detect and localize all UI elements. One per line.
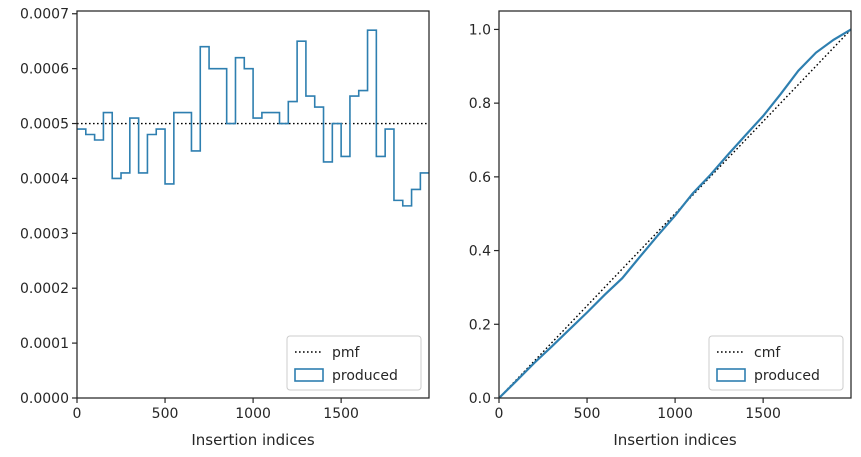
legend-box — [708, 335, 844, 391]
y-tick-label: 1.0 — [469, 22, 491, 38]
y-tick-label: 0.4 — [469, 244, 491, 260]
legend-box — [286, 335, 422, 391]
legend-label-produced: produced — [332, 368, 398, 384]
legend-swatch-produced — [294, 368, 324, 382]
y-tick-label: 0.0005 — [20, 117, 69, 133]
legend: cmf produced — [708, 335, 844, 391]
y-tick-label: 0.0 — [469, 391, 491, 407]
y-tick-label: 0.0004 — [20, 171, 69, 187]
plot-area — [499, 28, 851, 398]
legend-label-produced: produced — [754, 368, 820, 384]
x-tick-label: 500 — [574, 406, 601, 422]
legend-swatch-produced — [716, 368, 746, 382]
x-axis-title: Insertion indices — [191, 431, 314, 449]
legend-label-cmf: cmf — [754, 345, 781, 361]
series-cmf-reference-line — [499, 28, 851, 398]
x-tick-label: 1000 — [235, 406, 271, 422]
series-produced-step — [77, 29, 429, 207]
pmf-panel: 0 500 1000 1500 0.0000 0.0001 0.0002 0.0003 0.00… — [20, 7, 430, 449]
y-tick-label: 0.6 — [469, 170, 491, 186]
x-tick-label: 1500 — [745, 406, 781, 422]
y-tick-label: 0.0002 — [20, 281, 69, 297]
series-produced-line — [499, 28, 851, 398]
y-tick-label: 0.0006 — [20, 62, 69, 78]
x-tick-label: 500 — [152, 406, 179, 422]
y-tick-label: 0.0007 — [20, 7, 69, 23]
y-tick-label: 0.0001 — [20, 336, 69, 352]
legend-label-pmf: pmf — [332, 345, 361, 361]
x-tick-label: 1000 — [657, 406, 693, 422]
y-tick-label: 0.2 — [469, 317, 491, 333]
cmf-panel: 0 500 1000 1500 0.0 0.2 0.4 0.6 0.8 1.0 Insertion … — [469, 10, 852, 449]
y-tick-label: 0.0003 — [20, 226, 69, 242]
x-tick-label: 0 — [495, 406, 504, 422]
plot-area — [77, 29, 429, 207]
x-axis-title: Insertion indices — [613, 431, 736, 449]
x-tick-label: 1500 — [323, 406, 359, 422]
y-tick-label: 0.0000 — [20, 391, 69, 407]
x-tick-label: 0 — [73, 406, 82, 422]
y-tick-label: 0.8 — [469, 96, 491, 112]
legend: pmf produced — [286, 335, 422, 391]
